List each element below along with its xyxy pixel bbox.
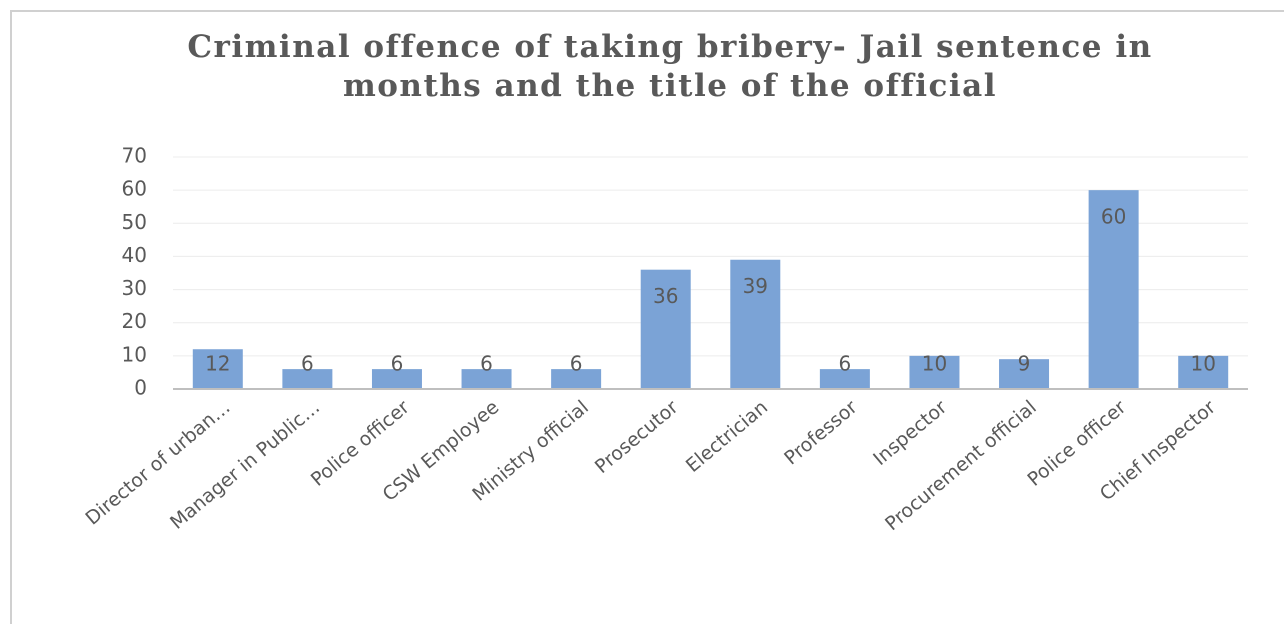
bar — [282, 369, 333, 389]
bar — [1178, 355, 1229, 389]
bar — [909, 355, 960, 389]
y-tick-label: 30 — [122, 276, 147, 300]
bar — [551, 369, 602, 389]
x-tick-label: Electrician — [682, 396, 772, 477]
y-tick-label: 60 — [122, 177, 147, 201]
x-tick-label: Director of urban… — [81, 396, 234, 529]
y-tick-label: 0 — [134, 376, 147, 400]
data-label: 6 — [391, 352, 404, 376]
y-tick-label: 40 — [122, 243, 147, 267]
bar — [371, 369, 422, 389]
x-tick-label: Inspector — [869, 396, 951, 470]
data-label: 60 — [1101, 205, 1126, 229]
x-tick-label: Manager in Public… — [166, 396, 324, 534]
data-label: 6 — [480, 352, 493, 376]
data-label: 12 — [205, 352, 230, 376]
bar — [192, 349, 243, 389]
y-tick-label: 10 — [122, 342, 147, 366]
data-label: 10 — [922, 352, 947, 376]
data-label: 6 — [301, 352, 314, 376]
bar — [461, 369, 512, 389]
data-label: 6 — [839, 352, 852, 376]
bar — [819, 369, 870, 389]
bar — [1088, 190, 1139, 389]
x-tick-label: Prosecutor — [591, 396, 683, 478]
x-tick-label: Professor — [780, 396, 862, 469]
y-tick-label: 50 — [122, 210, 147, 234]
y-tick-label: 20 — [122, 309, 147, 333]
data-label: 36 — [653, 284, 678, 308]
data-label: 6 — [570, 352, 583, 376]
bar — [640, 269, 691, 389]
y-tick-label: 70 — [122, 144, 147, 168]
bar — [730, 259, 781, 389]
x-tick-label: Procurement official — [881, 396, 1041, 535]
chart-frame — [10, 10, 1284, 624]
data-label: 10 — [1190, 352, 1215, 376]
data-label: 39 — [743, 274, 768, 298]
chart-title: Criminal offence of taking bribery- Jail… — [187, 29, 1153, 104]
bar — [999, 359, 1050, 389]
data-label: 9 — [1018, 352, 1031, 376]
